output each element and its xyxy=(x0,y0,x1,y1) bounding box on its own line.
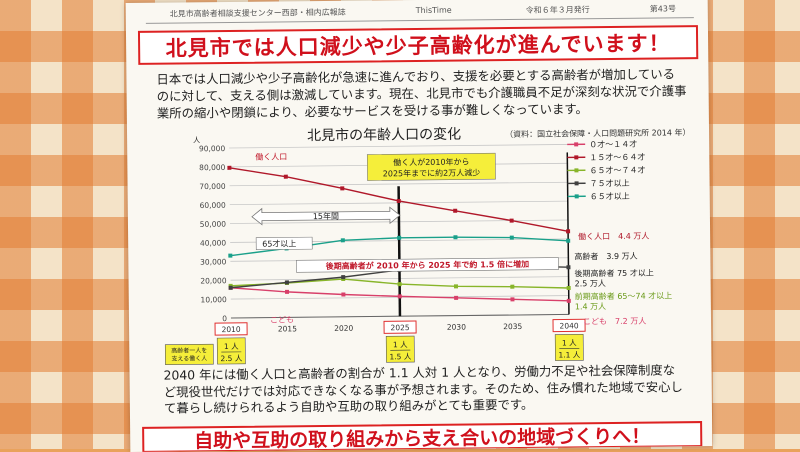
data-point xyxy=(454,284,458,288)
legend-entry: ０才～１４才 xyxy=(589,139,637,150)
end-label-elderly: 高齢者 3.9 万人 xyxy=(574,251,637,262)
ratio-top: 1 人 xyxy=(562,338,577,347)
data-point xyxy=(284,175,288,179)
legend-marker xyxy=(574,155,578,159)
y-tick-label: 60,000 xyxy=(199,201,226,210)
y-tick-label: 90,000 xyxy=(199,144,226,153)
x-tick-label: 2010 xyxy=(221,325,240,334)
data-point xyxy=(341,275,345,279)
legend-entry: ７５才以上 xyxy=(590,178,630,188)
chart-title: 北見市の年齢人口の変化 xyxy=(307,124,461,146)
y-tick-label: 0 xyxy=(222,314,227,323)
ratio-top: 1 人 xyxy=(393,340,408,349)
population-chart: 人 0 10,000 20,000 30,000 40,000 50,000 60,000 70… xyxy=(127,115,712,369)
publisher-name: 北見市高齢者相談支援センター西部・相内広報誌 xyxy=(170,7,346,20)
end-label-early-elderly: 前期高齢者 65～74 才以上 xyxy=(575,290,673,301)
span-label: 15年間 xyxy=(313,211,339,221)
data-point xyxy=(453,235,457,239)
data-point xyxy=(397,199,401,203)
data-point xyxy=(567,286,571,290)
legend-marker xyxy=(574,168,578,172)
data-point xyxy=(566,239,570,243)
data-point xyxy=(227,166,231,170)
y-tick-label: 80,000 xyxy=(199,163,226,172)
legend-entry: ６５才以上 xyxy=(590,191,630,201)
newsletter-name: ThisTime xyxy=(416,6,452,15)
issue-date: 令和６年３月発行 xyxy=(526,4,590,16)
chart-source: （資料：国立社会保障・人口問題研究所 2014 年） xyxy=(505,127,691,140)
data-point xyxy=(566,265,570,269)
ratio-caption-text: 支える働く人 xyxy=(171,354,207,362)
callout-working-decline-text: 2025年までに約2万人減少 xyxy=(383,167,481,178)
intro-paragraph: 日本では人口減少や少子高齢化が急速に進んでおり、支援を必要とする高齢者が増加して… xyxy=(156,65,687,122)
data-point xyxy=(453,209,457,213)
data-point xyxy=(229,286,233,290)
data-point xyxy=(398,294,402,298)
data-point xyxy=(341,292,345,296)
label-children: こども xyxy=(270,315,294,324)
x-tick-label: 2015 xyxy=(278,324,297,333)
end-label-late-elderly-value: 2.5 万人 xyxy=(575,279,606,288)
ratio-caption-text: 高齢者一人を xyxy=(171,346,207,354)
marker-line-2040 xyxy=(567,152,569,314)
data-point xyxy=(228,254,232,258)
data-point xyxy=(341,238,345,242)
y-tick-label: 30,000 xyxy=(200,257,227,266)
x-tick-label: 2030 xyxy=(447,323,466,332)
data-point xyxy=(510,297,514,301)
data-point xyxy=(567,299,571,303)
callout-late-elderly-growth-text: 後期高齢者が 2010 年から 2025 年で約 1.5 倍に増加 xyxy=(326,259,530,271)
data-point xyxy=(510,219,514,223)
callout-working-decline-text: 働く人が2010年から xyxy=(393,156,469,167)
legend-marker xyxy=(575,194,579,198)
data-point xyxy=(510,285,514,289)
label-65plus: 65才以上 xyxy=(262,238,296,248)
y-axis-unit: 人 xyxy=(193,136,200,144)
ratio-bottom: 1.1 人 xyxy=(558,350,580,359)
issue-number: 第43号 xyxy=(650,3,676,14)
closing-paragraph: 2040 年には働く人口と高齢者の割合が 1.1 人対 1 人となり、労働力不足… xyxy=(163,362,683,417)
y-tick-label: 70,000 xyxy=(199,182,226,191)
label-working-population: 働く人口 xyxy=(255,151,287,161)
data-point xyxy=(566,229,570,233)
x-tick-label: 2040 xyxy=(559,321,578,330)
end-label-late-elderly: 後期高齢者 75 才以上 xyxy=(574,268,653,279)
end-label-early-elderly-value: 1.4 万人 xyxy=(575,302,606,311)
legend-marker xyxy=(574,142,578,146)
data-point xyxy=(285,280,289,284)
headline-banner: 北見市では人口減少や少子高齢化が進んでいます！ xyxy=(138,25,698,65)
ratio-top: 1 人 xyxy=(224,342,239,351)
y-tick-label: 40,000 xyxy=(200,238,227,247)
data-point xyxy=(454,296,458,300)
legend-marker xyxy=(575,181,579,185)
ratio-bottom: 1.5 人 xyxy=(389,352,411,361)
end-label-working: 働く人口 4.4 万人 xyxy=(578,231,649,242)
gridline xyxy=(230,182,568,186)
data-point xyxy=(397,236,401,240)
y-tick-label: 20,000 xyxy=(200,276,227,285)
legend-entry: １５才～６４才 xyxy=(589,152,645,163)
end-label-children: こども 7.2 万人 xyxy=(583,317,646,327)
newsletter-page: 北見市高齢者相談支援センター西部・相内広報誌 ThisTime 令和６年３月発行… xyxy=(126,0,713,452)
data-point xyxy=(398,282,402,286)
data-point xyxy=(285,290,289,294)
y-tick-label: 10,000 xyxy=(200,295,227,304)
ratio-bottom: 2.5 人 xyxy=(220,354,242,363)
x-tick-label: 2035 xyxy=(503,322,522,331)
data-point xyxy=(510,236,514,240)
legend-entry: ６５才～７４才 xyxy=(589,165,645,176)
data-point xyxy=(340,186,344,190)
x-tick-label: 2025 xyxy=(390,323,409,332)
x-tick-label: 2020 xyxy=(334,324,353,333)
gridline xyxy=(229,144,567,148)
y-tick-label: 50,000 xyxy=(200,220,227,229)
